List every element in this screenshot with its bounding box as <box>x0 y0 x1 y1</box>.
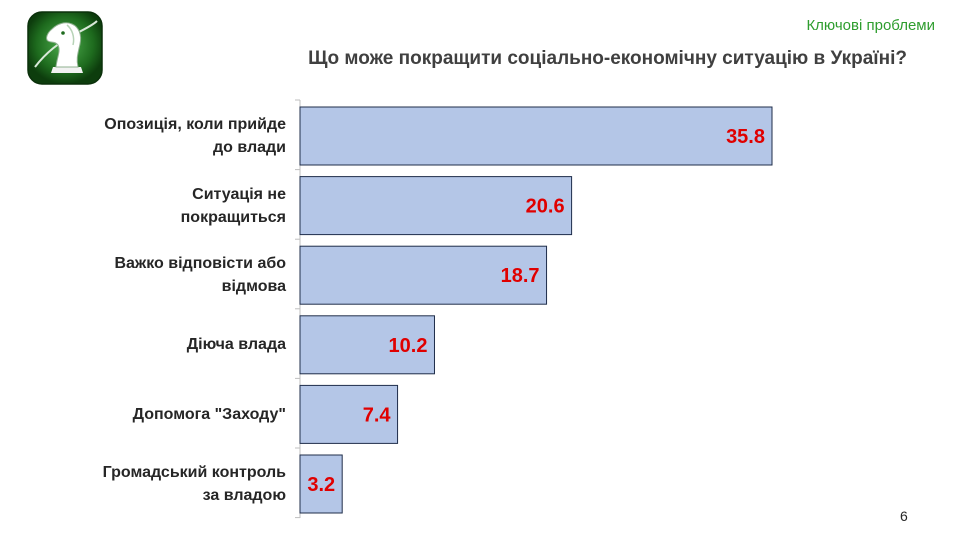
value-label: 35.8 <box>726 126 765 148</box>
bar <box>299 245 548 305</box>
bars-group <box>299 106 773 514</box>
category-label: Діюча влада <box>186 336 286 354</box>
page-number: 6 <box>900 508 908 524</box>
bar <box>299 315 435 375</box>
bar <box>299 384 399 444</box>
logo <box>27 11 103 85</box>
value-label: 7.4 <box>363 404 392 426</box>
bar <box>299 454 343 514</box>
category-label: Ситуація не покращиться <box>180 185 286 226</box>
bar <box>299 106 773 166</box>
value-label: 3.2 <box>307 474 335 496</box>
section-label: Ключові проблеми <box>806 17 935 34</box>
value-label: 18.7 <box>501 265 540 287</box>
knight-chess-piece-logo-icon <box>27 11 103 85</box>
value-label: 10.2 <box>389 335 428 357</box>
category-label: Громадський контроль за владою <box>102 464 286 504</box>
value-labels-group: 35.8 20.6 18.7 10.2 7.4 3.2 <box>307 126 765 496</box>
category-label: Опозиція, коли прийде до влади <box>104 116 286 156</box>
category-label: Допомога "Заходу" <box>132 405 286 423</box>
axis-ticks <box>295 99 300 519</box>
chart-title: Що може покращити соціально-економічну с… <box>308 48 907 69</box>
bar <box>299 176 573 236</box>
value-label: 20.6 <box>526 196 565 218</box>
category-label: Важко відповісти або відмова <box>114 255 286 296</box>
